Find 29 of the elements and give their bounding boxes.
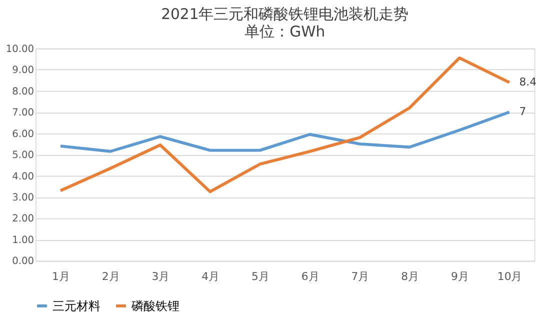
data-label: 8.4 [519,75,537,88]
y-tick-label: 7.00 [12,108,34,119]
y-tick-label: 10.00 [6,44,34,55]
x-tick-label: 6月 [301,270,320,283]
chart-title: 2021年三元和磷酸铁锂电池装机走势 [161,6,409,23]
x-tick-label: 7月 [351,270,370,283]
legend-label: 三元材料 [52,298,100,313]
y-tick-label: 5.00 [12,150,34,162]
y-tick-label: 6.00 [12,128,34,140]
x-tick-label: 1月 [52,270,70,283]
legend-label: 磷酸铁锂 [130,298,180,313]
x-tick-label: 10月 [497,270,522,283]
y-tick-label: 8.00 [12,86,34,98]
chart-subtitle: 单位：GWh [244,24,326,41]
y-tick-label: 1.00 [12,234,34,246]
data-label: 7 [519,105,526,118]
y-tick-label: 9.00 [12,65,34,76]
y-tick-label: 3.00 [12,192,34,204]
y-tick-label: 4.00 [12,171,34,182]
y-tick-label: 0.00 [12,256,34,268]
y-tick-label: 2.00 [12,214,34,225]
x-tick-label: 5月 [252,270,270,283]
x-tick-label: 4月 [202,270,220,283]
x-tick-label: 8月 [401,270,420,283]
x-tick-label: 3月 [152,270,170,283]
line-series [59,56,511,194]
x-tick-label: 9月 [450,270,469,283]
line-series [59,110,511,153]
x-tick-label: 2月 [102,270,120,283]
